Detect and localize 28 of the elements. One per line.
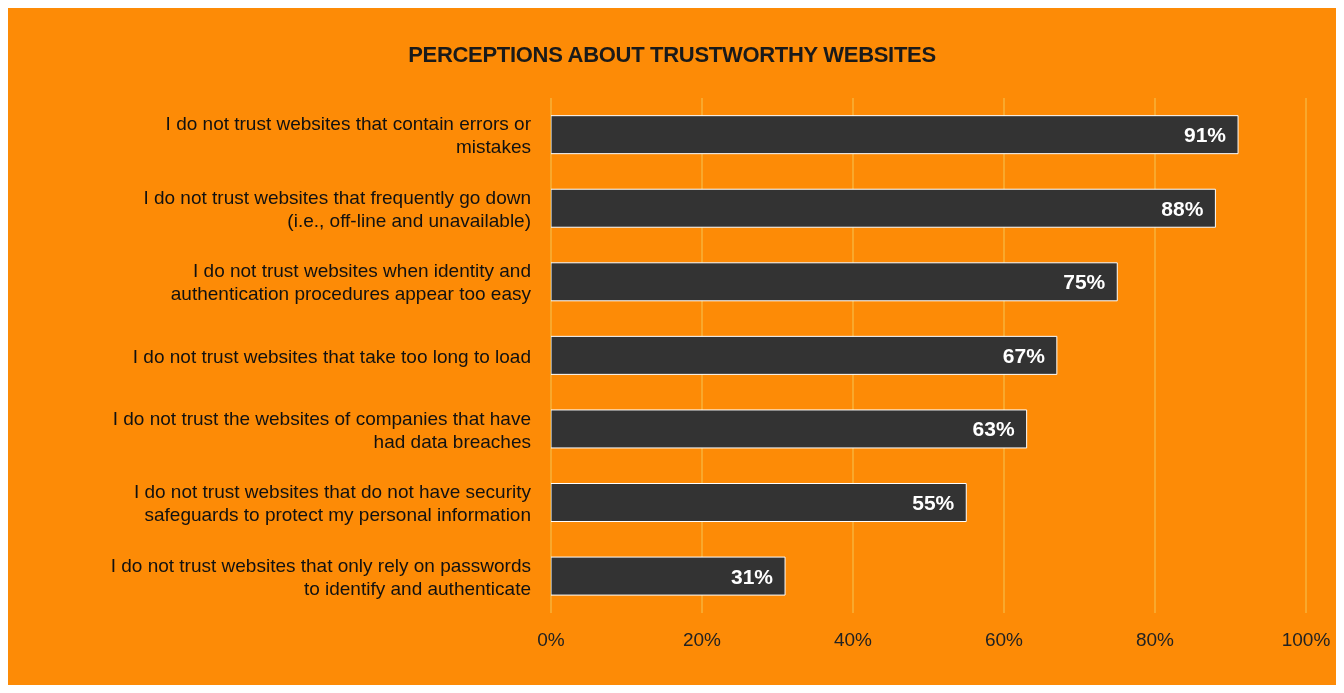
y-tick-label: I do not trust websites that only rely on passwords to identify and authenticate (110, 554, 531, 599)
chart-title: PERCEPTIONS ABOUT TRUSTWORTHY WEBSITES (407, 42, 937, 68)
data-label: 31% (731, 564, 774, 588)
data-label: 91% (1184, 123, 1227, 147)
bar (551, 409, 1028, 449)
bar (551, 115, 1239, 155)
y-tick-label: I do not trust websites that contain errors or mistakes (165, 112, 532, 157)
y-tick-label: I do not trust the websites of companies that have had data breaches (112, 407, 531, 452)
data-label: 55% (912, 490, 955, 514)
x-tick-label: 100% (1281, 629, 1331, 651)
data-label: 63% (972, 417, 1015, 441)
x-tick-label: 0% (537, 629, 565, 651)
bar (551, 483, 967, 523)
data-label: 88% (1161, 196, 1204, 220)
bar (551, 556, 786, 596)
x-tick-label: 20% (682, 629, 722, 651)
x-tick-label: 60% (984, 629, 1024, 651)
bar (551, 188, 1216, 228)
x-tick-label: 40% (833, 629, 873, 651)
x-tick-label: 80% (1135, 629, 1175, 651)
y-tick-label: I do not trust websites that take too long to load (132, 345, 531, 366)
data-label: 67% (1002, 343, 1046, 367)
y-tick-label: I do not trust websites that frequently go down (i.e., off-line and unavailable) (143, 186, 531, 231)
bar (551, 335, 1058, 375)
y-tick-label: I do not trust websites when identity and authentication procedures appear too easy (170, 259, 532, 304)
data-label: 75% (1063, 270, 1106, 294)
y-tick-label: I do not trust websites that do not have security safeguards to protect my personal information (133, 480, 532, 525)
bar (551, 262, 1118, 302)
